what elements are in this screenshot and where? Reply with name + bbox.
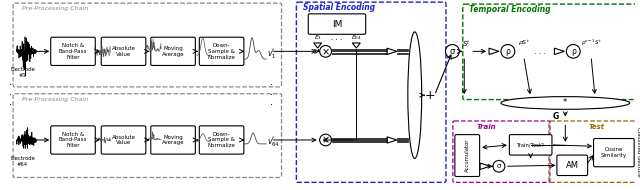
FancyBboxPatch shape bbox=[151, 126, 195, 154]
Text: G: G bbox=[552, 112, 558, 121]
Text: ·
·
·: · · · bbox=[9, 80, 12, 110]
Text: ρ: ρ bbox=[506, 47, 510, 56]
Text: σ: σ bbox=[450, 47, 455, 56]
Circle shape bbox=[566, 44, 580, 58]
Polygon shape bbox=[387, 137, 397, 143]
Text: Moving
Average: Moving Average bbox=[162, 46, 184, 57]
Text: Cosine
Similarity: Cosine Similarity bbox=[601, 147, 627, 158]
Text: Temporal Encoding: Temporal Encoding bbox=[469, 5, 551, 14]
Text: Notch &
Band-Pass
Filter: Notch & Band-Pass Filter bbox=[59, 132, 87, 148]
Text: Test: Test bbox=[589, 124, 605, 130]
Text: σ: σ bbox=[497, 163, 501, 169]
Text: Absolute
Value: Absolute Value bbox=[111, 46, 136, 57]
FancyBboxPatch shape bbox=[455, 135, 479, 177]
FancyBboxPatch shape bbox=[593, 139, 634, 167]
FancyBboxPatch shape bbox=[151, 37, 195, 66]
Text: ×: × bbox=[321, 47, 330, 57]
Polygon shape bbox=[353, 43, 360, 48]
Ellipse shape bbox=[408, 32, 422, 158]
Text: ρ: ρ bbox=[571, 47, 575, 56]
FancyBboxPatch shape bbox=[51, 126, 95, 154]
Text: AM: AM bbox=[566, 161, 579, 170]
Text: Moving
Average: Moving Average bbox=[162, 135, 184, 145]
Text: $v_1^t$: $v_1^t$ bbox=[267, 46, 276, 61]
Text: Electrode
#64: Electrode #64 bbox=[10, 156, 35, 167]
Text: $E_{64}$: $E_{64}$ bbox=[351, 33, 362, 42]
Text: $E_1$: $E_1$ bbox=[314, 33, 322, 42]
Circle shape bbox=[445, 44, 460, 58]
Circle shape bbox=[493, 160, 505, 172]
Circle shape bbox=[319, 45, 332, 57]
FancyBboxPatch shape bbox=[51, 37, 95, 66]
Polygon shape bbox=[314, 43, 322, 48]
Text: Absolute
Value: Absolute Value bbox=[111, 135, 136, 145]
Text: Notch &
Band-Pass
Filter: Notch & Band-Pass Filter bbox=[59, 43, 87, 60]
Text: Accumulator: Accumulator bbox=[465, 139, 470, 172]
Circle shape bbox=[319, 134, 332, 146]
Polygon shape bbox=[489, 48, 499, 55]
Text: *: * bbox=[563, 98, 568, 108]
FancyBboxPatch shape bbox=[101, 126, 146, 154]
Text: IM: IM bbox=[332, 20, 342, 28]
Text: Down-
Sample &
Normalize: Down- Sample & Normalize bbox=[207, 43, 236, 60]
Ellipse shape bbox=[501, 97, 630, 109]
Text: Down-
Sample &
Normalize: Down- Sample & Normalize bbox=[207, 132, 236, 148]
Text: $S^t$: $S^t$ bbox=[462, 38, 471, 49]
FancyBboxPatch shape bbox=[308, 14, 365, 34]
Polygon shape bbox=[554, 48, 564, 55]
Text: Classified Gesture: Classified Gesture bbox=[636, 127, 640, 177]
FancyBboxPatch shape bbox=[557, 155, 588, 176]
Text: +: + bbox=[424, 89, 435, 102]
Polygon shape bbox=[480, 163, 490, 169]
FancyBboxPatch shape bbox=[509, 135, 552, 155]
FancyBboxPatch shape bbox=[101, 37, 146, 66]
FancyBboxPatch shape bbox=[199, 37, 244, 66]
Text: Spatial Encoding: Spatial Encoding bbox=[303, 3, 375, 12]
Circle shape bbox=[501, 44, 515, 58]
Text: Train: Train bbox=[477, 124, 497, 130]
FancyBboxPatch shape bbox=[199, 126, 244, 154]
Text: $v_{64}^t$: $v_{64}^t$ bbox=[267, 135, 280, 149]
Text: . . .: . . . bbox=[534, 47, 545, 56]
Text: Electrode
#1: Electrode #1 bbox=[10, 67, 35, 78]
Text: $\rho S^t$: $\rho S^t$ bbox=[518, 39, 530, 48]
Text: Pre-Processing Chain: Pre-Processing Chain bbox=[22, 6, 89, 11]
Text: ×: × bbox=[321, 135, 330, 146]
Text: . . .: . . . bbox=[332, 35, 342, 41]
Polygon shape bbox=[387, 48, 397, 55]
Text: $\rho^{n-1}S^t$: $\rho^{n-1}S^t$ bbox=[581, 38, 602, 48]
Text: Train/Test?: Train/Test? bbox=[516, 142, 545, 147]
Text: Pre-Processing Chain: Pre-Processing Chain bbox=[22, 97, 89, 102]
Text: ·
·
·: · · · bbox=[269, 80, 273, 110]
